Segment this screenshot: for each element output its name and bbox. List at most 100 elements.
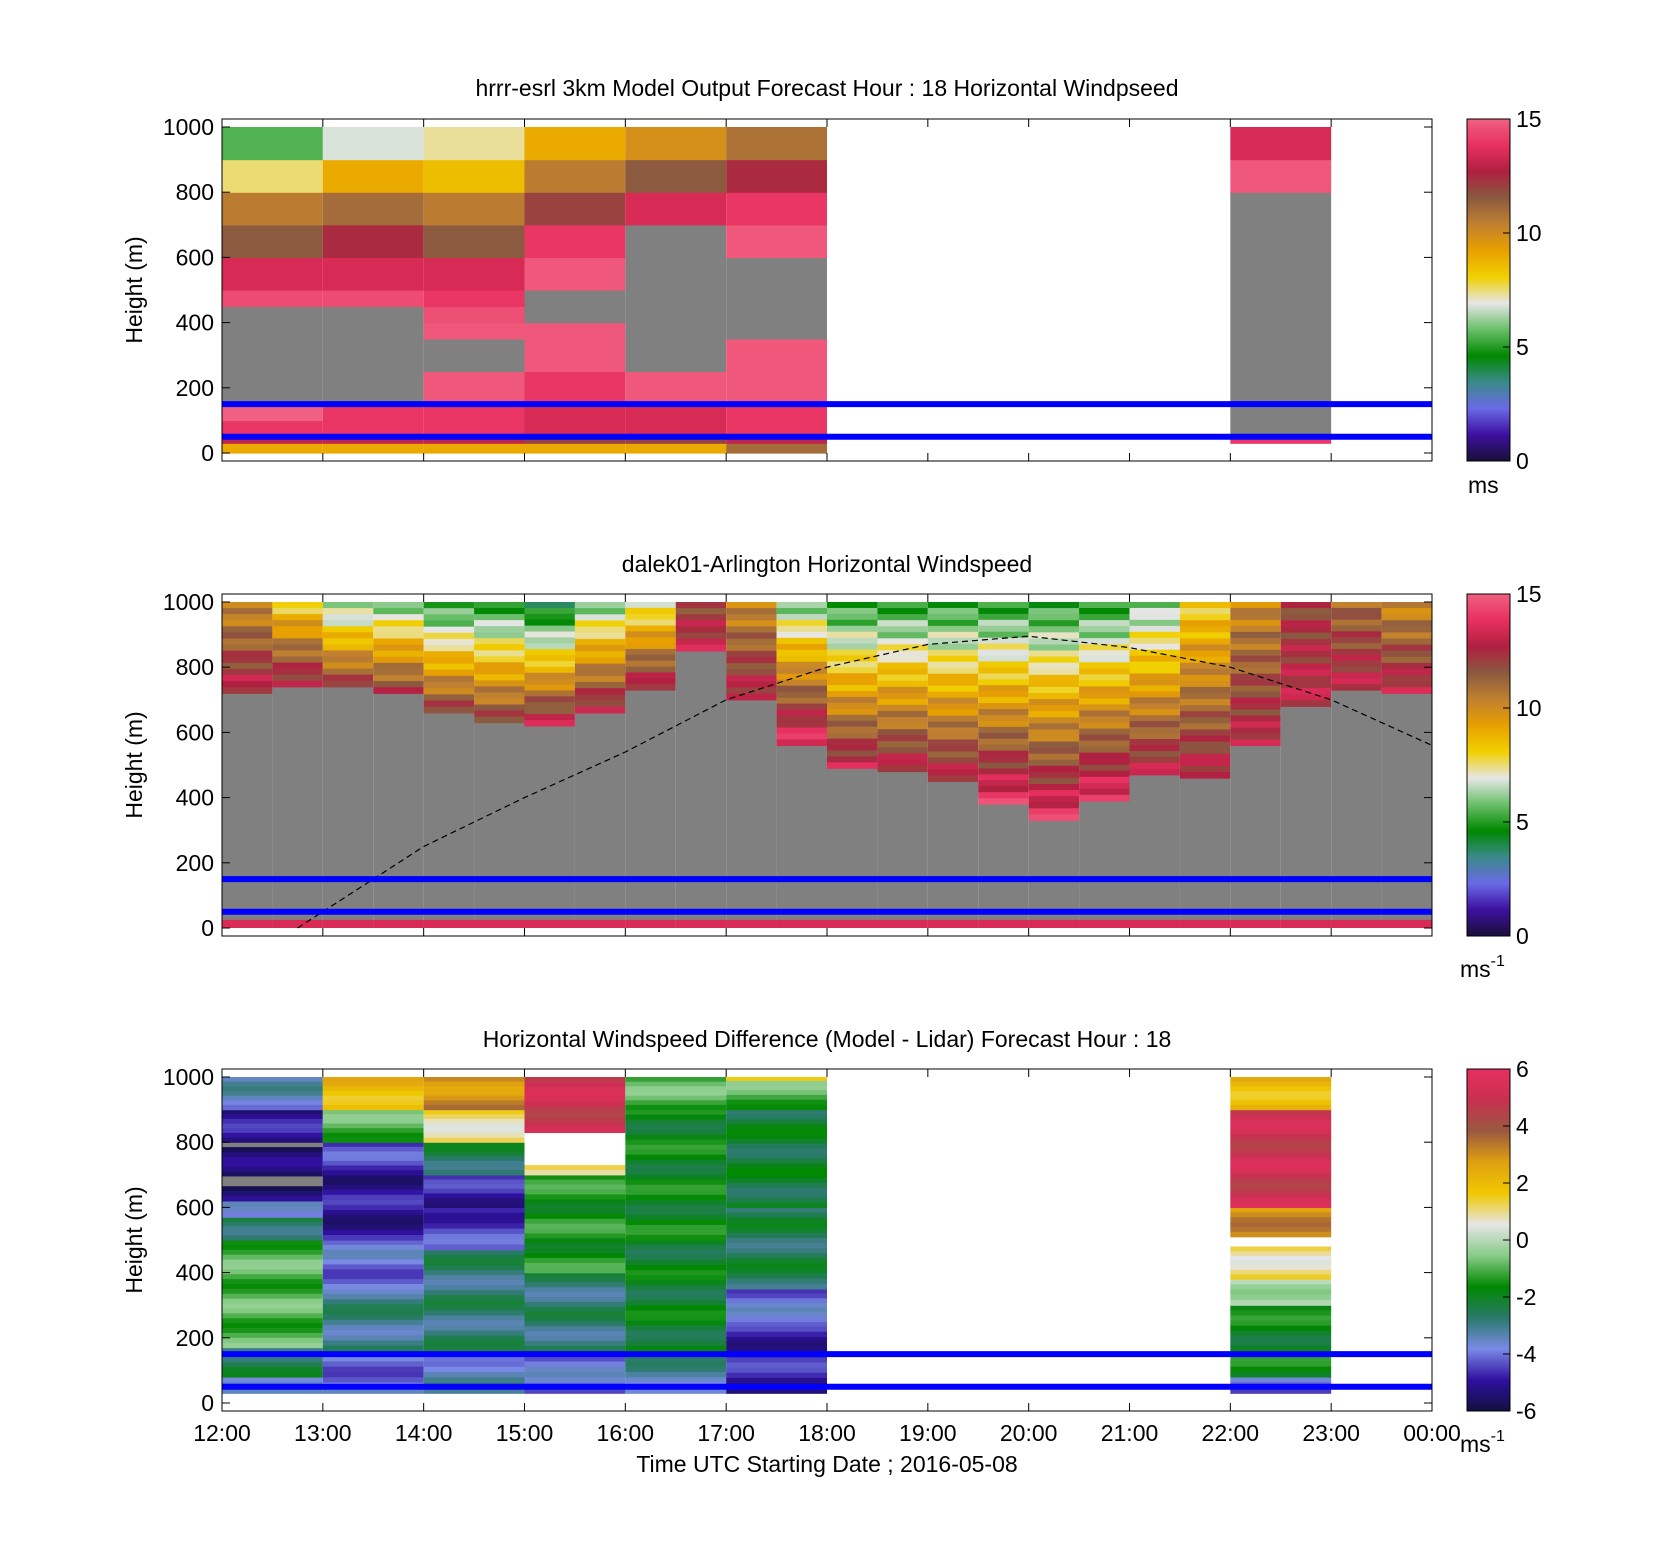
- heatmap-cell: [1230, 613, 1281, 621]
- heatmap-cell: [776, 709, 827, 717]
- heatmap-cell: [877, 729, 928, 736]
- x-axis-label: Time UTC Starting Date ; 2016-05-08: [636, 1451, 1017, 1477]
- heatmap-cell: [524, 1267, 626, 1274]
- heatmap-cell: [474, 608, 525, 615]
- heatmap-cell: [776, 733, 827, 741]
- heatmap-cell: [423, 651, 475, 659]
- heatmap-cell: [1230, 1325, 1332, 1332]
- heatmap-cell: [1280, 675, 1332, 683]
- heatmap-cell: [222, 1206, 323, 1213]
- heatmap-cell: [322, 1137, 424, 1143]
- heatmap-cell: [1230, 1299, 1332, 1306]
- heatmap-cell: [423, 1275, 525, 1281]
- heatmap-cell: [1079, 638, 1130, 645]
- heatmap-cell: [423, 1217, 525, 1224]
- heatmap-cell: [726, 1202, 827, 1208]
- heatmap-cell: [827, 750, 878, 757]
- heatmap-cell: [222, 420, 323, 435]
- heatmap-cell: [1129, 768, 1180, 776]
- heatmap-cell: [625, 643, 676, 650]
- heatmap-cell: [927, 751, 979, 758]
- heatmap-cell: [574, 688, 626, 695]
- heatmap-cell: [524, 655, 575, 662]
- heatmap-cell: [978, 774, 1029, 781]
- heatmap-cell: [524, 1218, 626, 1225]
- heatmap-cell: [222, 687, 273, 694]
- heatmap-cell: [625, 1305, 727, 1312]
- below-range-cell: [1280, 706, 1332, 928]
- below-range-cell: [574, 712, 626, 928]
- heatmap-cell: [1280, 614, 1332, 622]
- heatmap-cell: [423, 1146, 525, 1153]
- heatmap-cell: [726, 1268, 827, 1275]
- heatmap-cell: [272, 674, 323, 682]
- heatmap-cell: [625, 1219, 727, 1226]
- heatmap-cell: [726, 1227, 827, 1234]
- heatmap-cell: [1179, 686, 1231, 694]
- heatmap-cell: [1028, 802, 1080, 809]
- heatmap-cell: [1230, 1081, 1332, 1087]
- heatmap-cell: [1230, 1346, 1332, 1352]
- below-range-cell: [1381, 693, 1432, 928]
- heatmap-cell: [1230, 715, 1281, 723]
- heatmap-cell: [1028, 808, 1080, 815]
- heatmap-cell: [423, 1233, 525, 1240]
- below-range-cell: [373, 693, 424, 928]
- heatmap-cell: [524, 708, 575, 715]
- below-range-cell: [474, 722, 525, 928]
- heatmap-cell: [1028, 747, 1080, 755]
- heatmap-cell: [877, 919, 928, 928]
- y-tick-label: 800: [176, 179, 214, 205]
- heatmap-cell: [1230, 1305, 1332, 1311]
- y-tick-label: 0: [201, 915, 214, 941]
- heatmap-cell: [423, 1305, 525, 1312]
- below-range-cell: [1230, 745, 1281, 928]
- heatmap-cell: [625, 1184, 727, 1191]
- heatmap-cell: [1179, 711, 1231, 718]
- colorbar-ticks: -6 -4 -2 0 2 4 6: [1503, 1056, 1537, 1424]
- heatmap-cell: [726, 1163, 827, 1169]
- heatmap-cell: [524, 371, 626, 405]
- heatmap-cell: [1280, 651, 1332, 658]
- heatmap-cell: [625, 1325, 727, 1332]
- heatmap-cell: [726, 1288, 827, 1295]
- heatmap-cell: [625, 224, 727, 373]
- heatmap-cell: [524, 678, 575, 686]
- heatmap-cell: [322, 602, 374, 609]
- heatmap-cell: [272, 620, 323, 627]
- heatmap-cell: [776, 673, 827, 681]
- heatmap-cell: [1230, 649, 1281, 657]
- heatmap-cell: [1179, 662, 1231, 670]
- heatmap-cell: [1331, 678, 1382, 685]
- heatmap-cell: [1230, 1187, 1332, 1194]
- heatmap-cell: [1280, 669, 1332, 677]
- heatmap-cell: [322, 1114, 424, 1120]
- heatmap-cell: [423, 1160, 525, 1167]
- heatmap-cell: [1028, 784, 1080, 791]
- heatmap-cell: [373, 681, 424, 688]
- heatmap-cell: [524, 1257, 626, 1264]
- heatmap-cell: [222, 638, 273, 646]
- heatmap-cell: [1230, 1294, 1332, 1301]
- heatmap-cell: [524, 1087, 626, 1093]
- heatmap-cell: [625, 1345, 727, 1352]
- heatmap-cell: [1280, 694, 1332, 701]
- heatmap-cell: [574, 620, 626, 628]
- x-tick-label: 19:00: [899, 1420, 957, 1446]
- heatmap-cell: [423, 669, 475, 677]
- heatmap-cell: [1230, 1163, 1332, 1169]
- heatmap-cell: [1381, 675, 1432, 682]
- heatmap-cell: [222, 662, 273, 670]
- heatmap-cell: [322, 1229, 424, 1236]
- heatmap-cell: [524, 1301, 626, 1308]
- heatmap-cell: [222, 1332, 323, 1339]
- heatmap-cell: [222, 1081, 323, 1087]
- heatmap-cell: [625, 1315, 727, 1322]
- heatmap-cell: [524, 257, 626, 291]
- heatmap-cell: [474, 620, 525, 627]
- heatmap-cell: [423, 1345, 525, 1352]
- heatmap-cell: [927, 631, 979, 639]
- heatmap-cell: [524, 660, 575, 668]
- heatmap-cell: [423, 1264, 525, 1271]
- y-tick-label: 400: [176, 310, 214, 336]
